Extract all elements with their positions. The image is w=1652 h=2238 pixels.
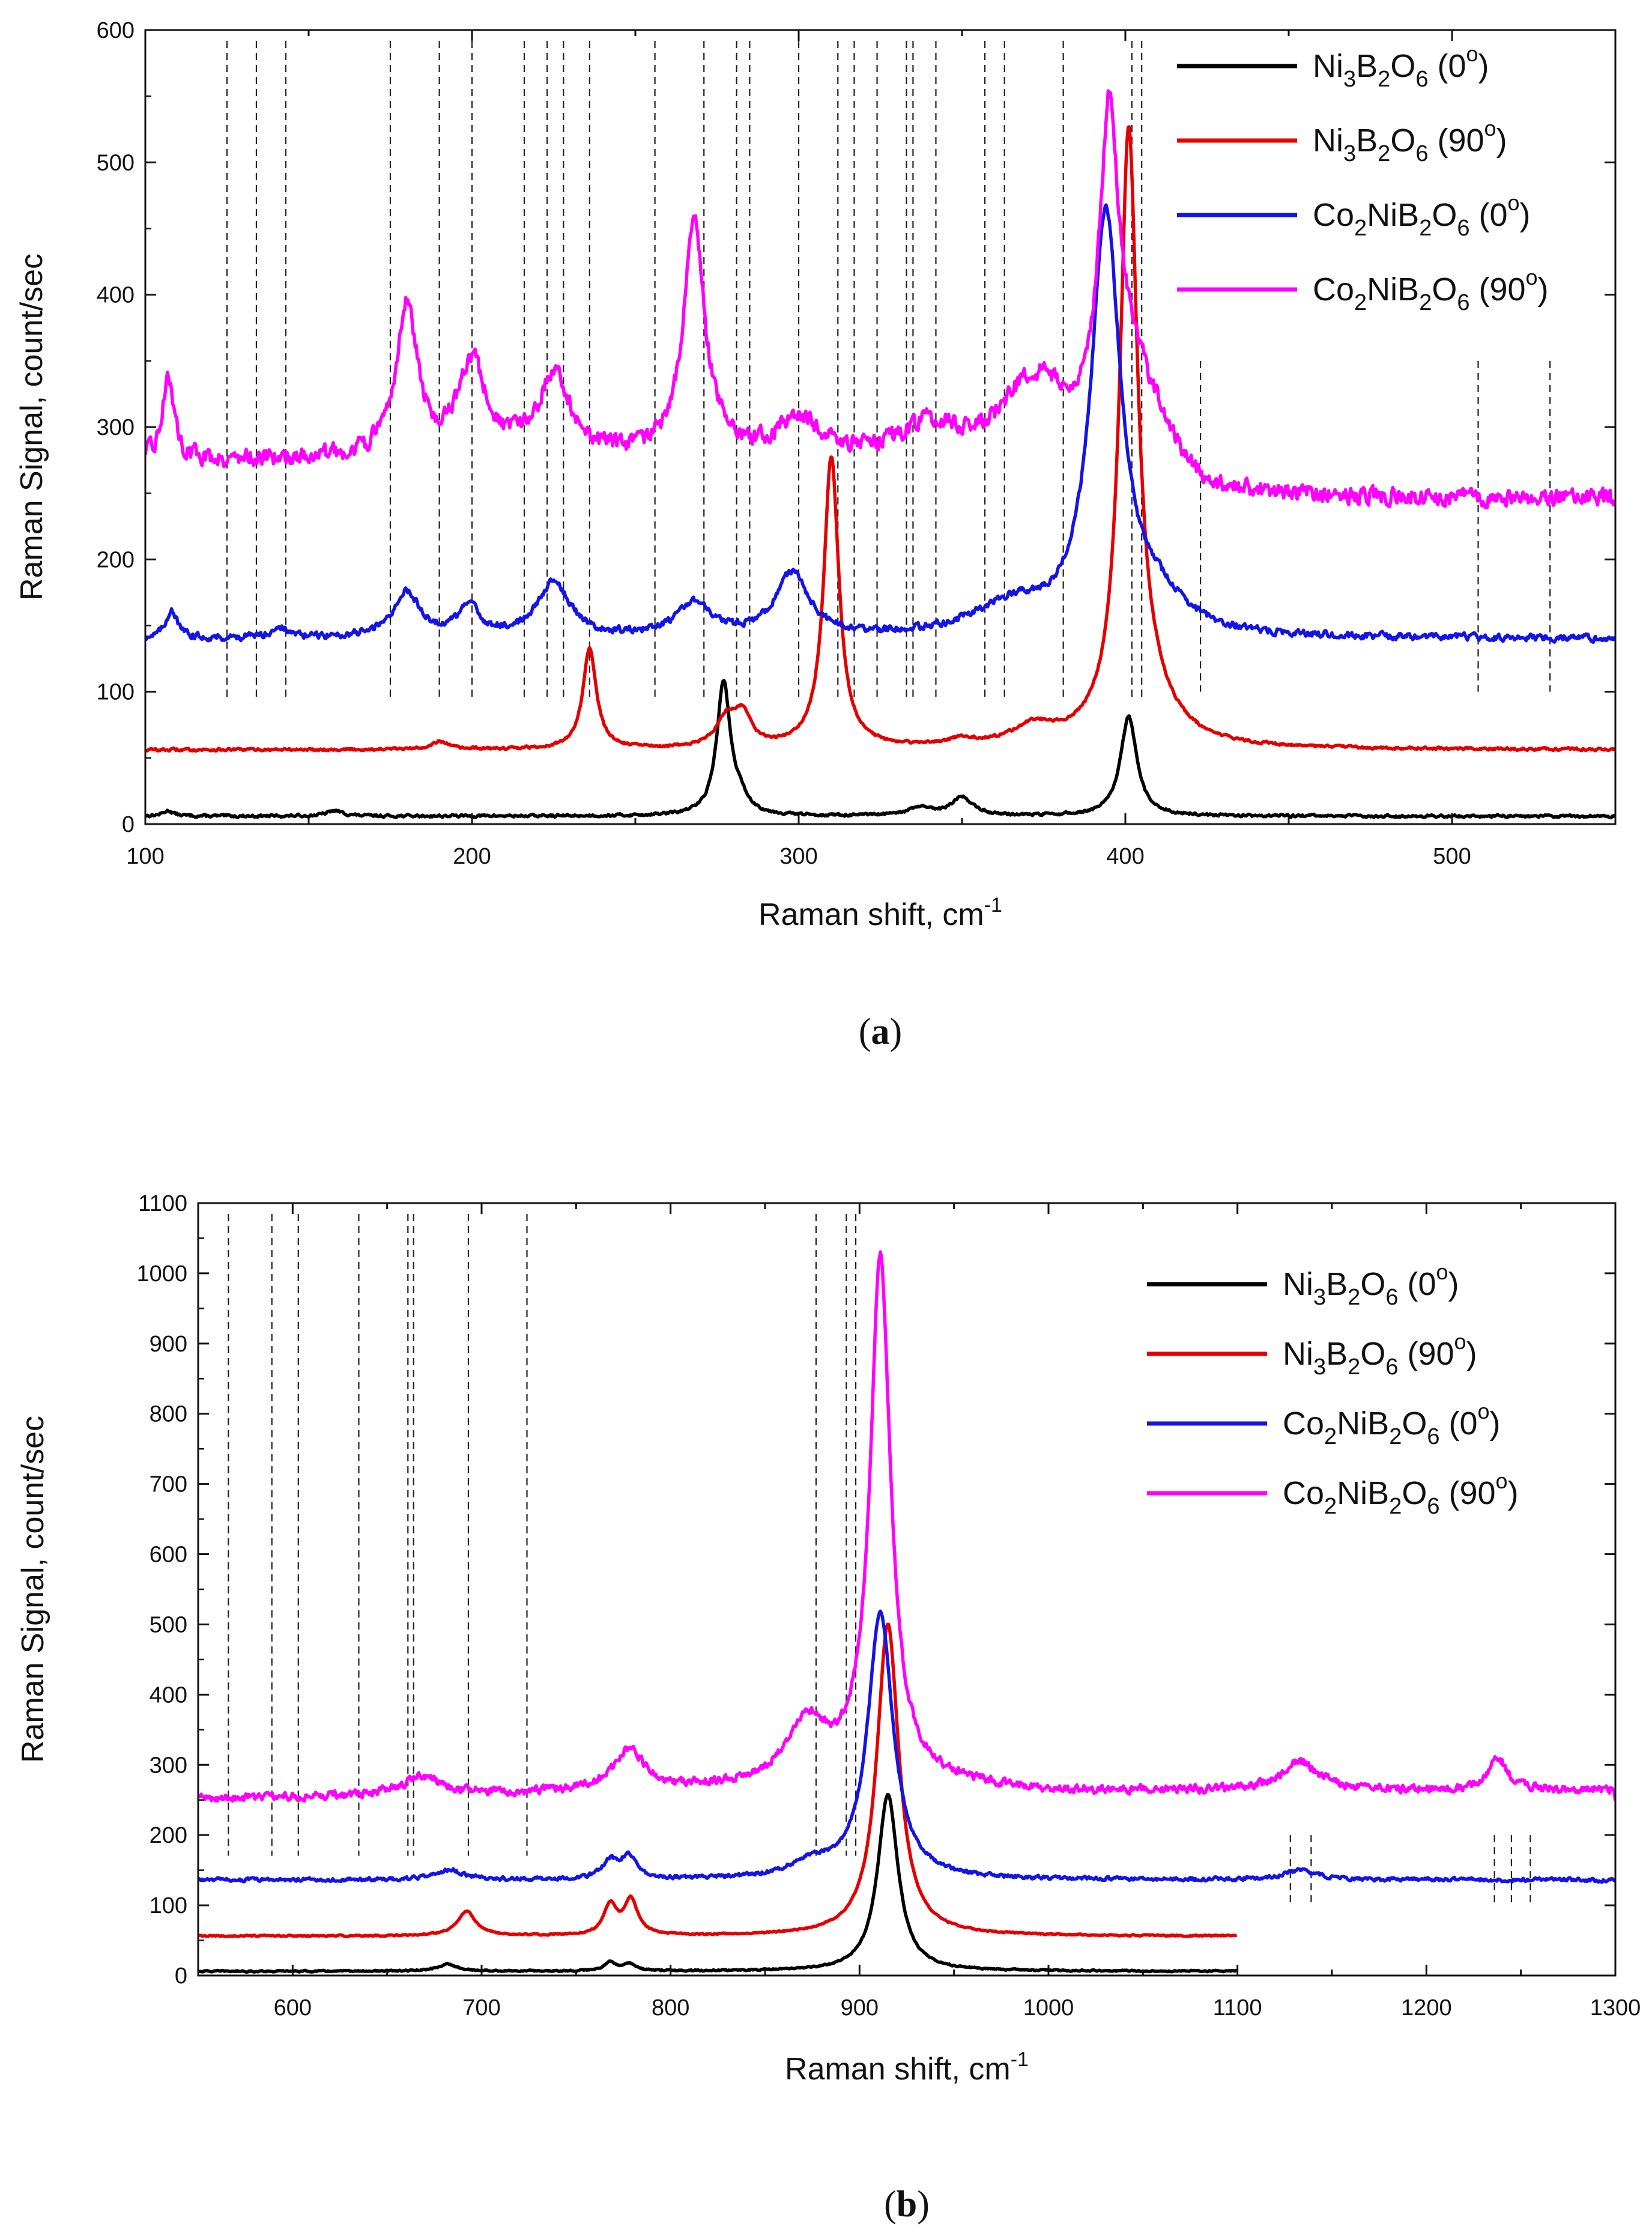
series-line	[198, 1250, 1615, 1803]
series-group	[198, 1250, 1615, 1974]
y-tick-label: 400	[150, 1682, 187, 1708]
panel-caption: (b)	[884, 2184, 930, 2225]
y-tick-label: 0	[122, 812, 135, 837]
x-tick-label: 1100	[1213, 1995, 1262, 2021]
y-tick-label: 200	[97, 547, 135, 572]
y-tick-label: 900	[150, 1332, 187, 1357]
series-group	[145, 89, 1615, 820]
x-tick-label: 800	[652, 1995, 689, 2021]
y-axis-title: Raman Signal, count/sec	[14, 253, 49, 601]
legend-label: Ni3B2O6 (0o)	[1283, 1260, 1459, 1310]
y-tick-label: 1100	[138, 1191, 187, 1216]
y-tick-label: 200	[150, 1823, 187, 1848]
panel-caption: (a)	[859, 1011, 902, 1052]
series-line	[198, 1622, 1238, 1938]
series-line	[198, 1793, 1238, 1974]
legend: Ni3B2O6 (0o) Ni3B2O6 (90o) Co2NiB2O6 (0o) C…	[1147, 1260, 1519, 1519]
x-tick-label: 700	[462, 1995, 500, 2021]
x-tick-label: 1000	[1023, 1995, 1074, 2021]
chart-panel-a: 0 100 200 300 400 500 600 100 200 300 400 500 Raman …	[14, 18, 1617, 1052]
x-tick-label: 1300	[1590, 1995, 1641, 2021]
y-tick-label: 600	[150, 1542, 187, 1568]
y-tick-label: 300	[97, 415, 135, 440]
x-tick-label: 500	[1433, 844, 1471, 869]
x-tick-label: 200	[453, 844, 491, 869]
y-tick-label: 100	[97, 680, 135, 705]
x-tick-label: 100	[126, 844, 164, 869]
legend-label: Ni3B2O6 (90o)	[1313, 116, 1507, 166]
y-axis-title: Raman Signal, count/sec	[16, 1416, 50, 1763]
legend-label: Co2NiB2O6 (90o)	[1313, 265, 1549, 315]
plot-frame	[197, 1202, 1617, 1977]
chart-panel-b: 0 100 200 300 400 500 600 700 800 900 1000 1100 600 7…	[16, 1191, 1641, 2225]
x-tick-label: 1200	[1401, 1995, 1452, 2021]
x-tick-label: 600	[274, 1995, 312, 2021]
y-tick-label: 500	[97, 150, 135, 175]
series-line	[145, 679, 1615, 820]
y-tick-label: 700	[150, 1472, 187, 1497]
y-tick-label: 800	[150, 1402, 187, 1427]
series-line	[145, 203, 1615, 644]
y-tick-label: 300	[150, 1753, 187, 1778]
x-tick-label: 400	[1106, 844, 1144, 869]
legend-label: Co2NiB2O6 (0o)	[1313, 190, 1531, 241]
legend-label: Ni3B2O6 (0o)	[1313, 41, 1489, 92]
legend-label: Co2NiB2O6 (90o)	[1283, 1469, 1519, 1519]
y-tick-label: 0	[175, 1964, 187, 1989]
series-line	[145, 125, 1615, 753]
x-tick-label: 300	[779, 844, 817, 869]
x-axis-title: Raman shift, cm-1	[785, 2048, 1029, 2087]
series-line	[198, 1609, 1615, 1884]
legend-label: Co2NiB2O6 (0o)	[1283, 1399, 1501, 1449]
y-tick-label: 100	[150, 1893, 187, 1918]
y-tick-label: 400	[97, 283, 135, 308]
x-axis-title: Raman shift, cm-1	[758, 894, 1002, 932]
y-tick-label: 1000	[136, 1261, 187, 1287]
y-tick-label: 600	[97, 18, 135, 43]
series-line	[145, 89, 1615, 509]
y-tick-label: 500	[150, 1612, 187, 1637]
legend-label: Ni3B2O6 (90o)	[1283, 1329, 1477, 1380]
x-tick-label: 900	[841, 1995, 879, 2021]
legend: Ni3B2O6 (0o) Ni3B2O6 (90o) Co2NiB2O6 (0o) C…	[1177, 41, 1549, 315]
